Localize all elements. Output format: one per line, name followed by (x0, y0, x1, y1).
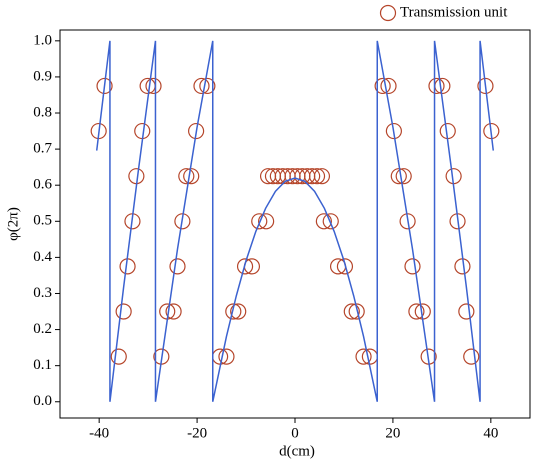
unit-marker (145, 77, 162, 95)
unit-marker (236, 258, 254, 275)
y-tick-label: 0.8 (33, 104, 52, 120)
unit-marker (399, 213, 416, 230)
unit-marker (361, 348, 379, 365)
y-tick-label: 0.9 (33, 68, 52, 84)
unit-marker (183, 168, 200, 185)
unit-marker (96, 77, 113, 95)
unit-marker (458, 303, 475, 320)
unit-marker (110, 348, 127, 365)
unit-marker (313, 168, 331, 185)
x-tick-label: -40 (89, 425, 109, 441)
y-tick-label: 0.3 (33, 285, 52, 301)
legend-label: Transmission unit (400, 4, 508, 20)
legend-marker (379, 4, 397, 22)
unit-marker (385, 122, 402, 140)
unit-marker (428, 77, 445, 95)
unit-marker (211, 348, 229, 365)
x-tick-label: -20 (187, 425, 207, 441)
unit-marker (165, 303, 182, 320)
y-tick-label: 1.0 (33, 32, 52, 48)
unit-marker (115, 303, 132, 320)
unit-marker (404, 258, 421, 275)
unit-marker (395, 168, 412, 185)
unit-marker (315, 213, 332, 230)
unit-marker (251, 213, 268, 230)
y-tick-label: 0.1 (33, 357, 52, 373)
plot-frame (59, 29, 531, 419)
phase-line (95, 40, 495, 402)
unit-marker (174, 213, 191, 230)
unit-marker (463, 348, 480, 365)
y-tick-label: 0.7 (33, 141, 52, 157)
unit-marker (322, 213, 339, 230)
unit-marker (230, 303, 247, 320)
unit-marker (169, 258, 186, 275)
unit-marker (408, 303, 425, 320)
unit-marker (308, 168, 326, 185)
unit-marker (199, 77, 216, 95)
y-tick-label: 0.5 (33, 213, 52, 229)
unit-marker (188, 122, 205, 140)
unit-marker (304, 168, 321, 185)
unit-marker (336, 258, 354, 275)
unit-marker (218, 348, 235, 365)
unit-marker (477, 77, 494, 95)
unit-marker (258, 213, 275, 230)
unit-marker (193, 77, 210, 95)
unit-marker (178, 168, 195, 185)
y-tick-label: 0.4 (33, 249, 52, 265)
y-tick-label: 0.2 (33, 321, 52, 337)
y-tick-label: 0.0 (33, 393, 52, 409)
x-tick-label: 0 (291, 425, 299, 441)
y-tick-label: 0.6 (33, 177, 52, 193)
unit-marker (355, 348, 372, 365)
unit-marker (225, 303, 242, 320)
x-axis-label: d(cm) (279, 443, 315, 459)
unit-marker (374, 77, 391, 95)
x-tick-label: 20 (385, 425, 400, 441)
unit-marker (380, 77, 397, 95)
unit-marker (343, 303, 360, 320)
x-tick-label: 40 (483, 425, 498, 441)
unit-marker (348, 303, 365, 320)
unit-marker (390, 168, 407, 185)
y-axis-label: φ(2π) (5, 207, 21, 241)
